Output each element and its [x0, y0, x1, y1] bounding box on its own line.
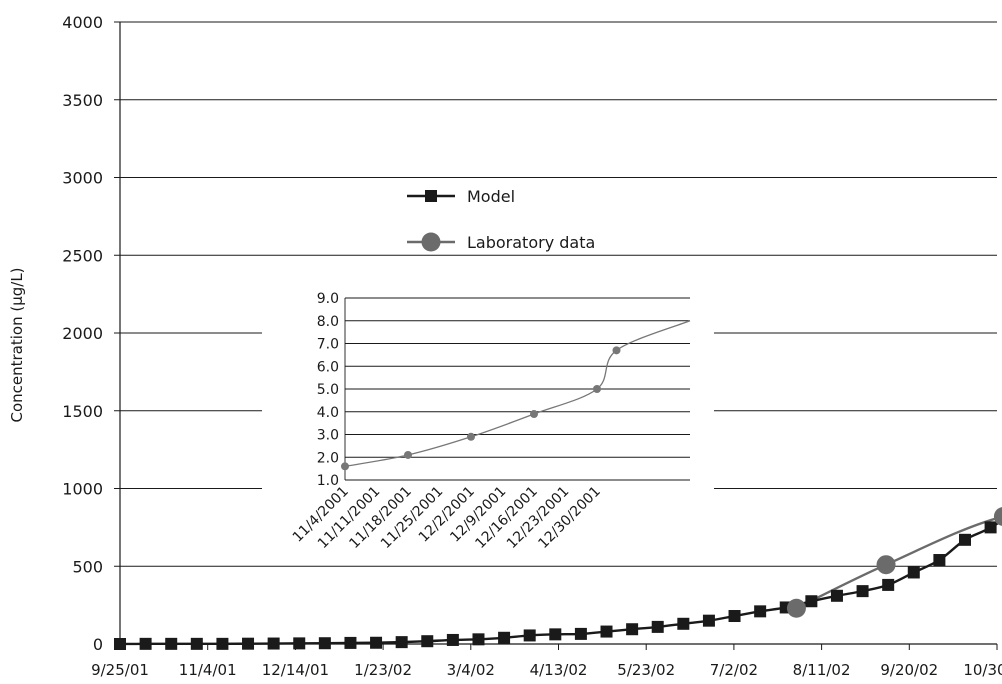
x-tick-label: 8/11/02 — [793, 661, 851, 679]
main-x-tick-labels: 9/25/01 11/4/01 12/14/01 1/23/02 3/4/02 4/13/… — [91, 661, 1002, 679]
x-tick-label: 9/25/01 — [91, 661, 149, 679]
y-tick-label: 3000 — [62, 169, 103, 188]
inset-data-point — [612, 346, 621, 355]
model-marker — [421, 635, 434, 648]
inset-data-point — [593, 385, 601, 393]
legend: Model Laboratory data — [407, 187, 595, 252]
model-marker — [472, 633, 485, 646]
inset-data-point — [467, 432, 475, 441]
x-tick-label: 1/23/02 — [354, 661, 412, 679]
inset-y-tick-label: 9.0 — [317, 291, 339, 307]
model-marker — [933, 554, 946, 567]
main-series — [114, 507, 1002, 650]
lab-data-marker — [993, 507, 1002, 526]
x-tick-label: 12/14/01 — [262, 661, 329, 679]
model-marker — [395, 636, 408, 649]
x-tick-label: 9/20/02 — [880, 661, 938, 679]
model-marker — [574, 627, 587, 640]
model-marker — [958, 533, 971, 546]
model-marker — [498, 631, 511, 644]
model-marker — [677, 617, 690, 630]
x-tick-label: 5/23/02 — [617, 661, 675, 679]
lab-data-line — [795, 515, 1002, 610]
model-marker — [907, 566, 920, 579]
model-marker — [702, 614, 715, 627]
model-marker — [728, 610, 741, 623]
model-marker — [856, 585, 869, 598]
model-marker — [267, 637, 280, 650]
inset-y-tick-label: 5.0 — [317, 382, 339, 398]
inset-y-tick-label: 6.0 — [317, 359, 339, 375]
y-tick-label: 2500 — [62, 246, 103, 265]
y-tick-label: 4000 — [62, 13, 103, 32]
legend-lab-marker — [421, 232, 441, 252]
inset-data-point — [341, 462, 349, 471]
inset-data-point — [404, 450, 412, 459]
model-marker — [523, 629, 536, 642]
lab-data-marker — [876, 555, 896, 575]
y-tick-label: 2000 — [62, 324, 103, 343]
y-axis-label: Concentration (μg/L) — [8, 267, 26, 422]
y-tick-label: 3500 — [62, 91, 103, 110]
model-marker — [165, 637, 178, 650]
model-marker — [651, 620, 664, 633]
x-tick-label: 10/30/02 — [963, 661, 1002, 679]
y-tick-label: 0 — [93, 635, 103, 654]
model-marker — [190, 637, 203, 650]
x-tick-label: 7/2/02 — [710, 661, 758, 679]
inset-y-tick-label: 4.0 — [317, 405, 339, 421]
model-marker — [216, 637, 229, 650]
inset-data-point — [530, 410, 538, 419]
model-marker — [805, 595, 818, 608]
inset-y-tick-label: 8.0 — [317, 314, 339, 330]
model-marker — [370, 636, 383, 649]
lab-data-marker — [786, 598, 806, 618]
model-marker — [754, 605, 767, 618]
model-marker — [139, 637, 152, 650]
legend-lab-label: Laboratory data — [467, 233, 595, 252]
x-tick-label: 11/4/01 — [179, 661, 237, 679]
model-marker — [984, 521, 997, 534]
inset-y-tick-label: 2.0 — [317, 450, 339, 466]
model-marker — [549, 628, 562, 641]
model-marker — [293, 637, 306, 650]
model-marker — [242, 637, 255, 650]
model-marker — [882, 578, 895, 591]
inset-y-tick-label: 1.0 — [317, 473, 339, 489]
main-y-tick-labels: 0 500 1000 1500 2000 2500 3000 3500 4000 — [62, 13, 103, 654]
legend-model-label: Model — [467, 187, 515, 206]
model-marker — [318, 637, 331, 650]
model-marker — [600, 625, 613, 638]
inset-y-tick-label: 3.0 — [317, 428, 339, 444]
y-tick-label: 1000 — [62, 480, 103, 499]
inset-y-tick-label: 7.0 — [317, 337, 339, 353]
model-marker — [446, 633, 459, 646]
main-gridlines — [120, 21, 997, 567]
x-tick-label: 4/13/02 — [530, 661, 588, 679]
x-tick-label: 3/4/02 — [447, 661, 495, 679]
model-marker — [830, 589, 843, 602]
model-marker — [344, 636, 357, 649]
model-marker — [114, 638, 126, 650]
y-tick-label: 500 — [72, 557, 103, 576]
model-marker — [626, 623, 639, 636]
inset-chart: 1.02.03.04.05.06.07.08.09.011/4/200111/1… — [290, 291, 696, 552]
y-tick-label: 1500 — [62, 402, 103, 421]
legend-model-marker — [425, 190, 437, 202]
